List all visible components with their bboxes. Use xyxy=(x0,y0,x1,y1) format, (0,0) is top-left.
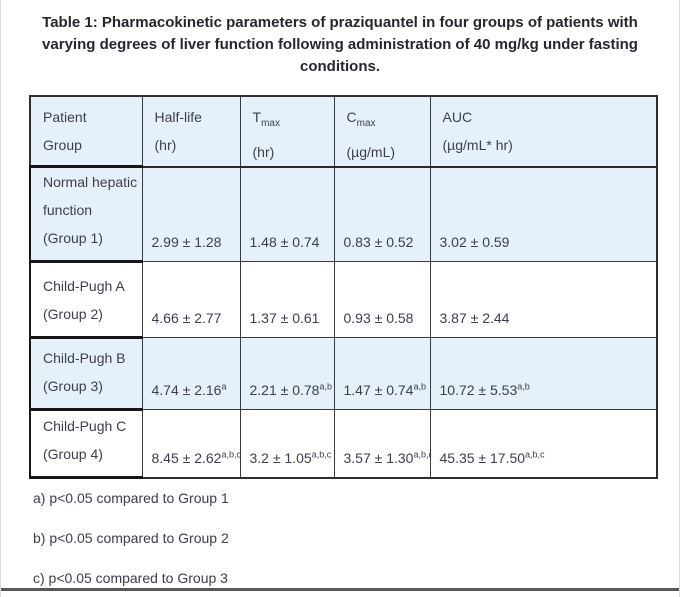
group-label-line: function xyxy=(43,202,93,219)
value-cell-cmax: 0.83 ± 0.52 xyxy=(333,166,431,263)
footnote-c: c) p<0.05 compared to Group 3 xyxy=(33,570,228,587)
significance-superscript: a,b,c xyxy=(311,449,332,460)
header-line2: (hr) xyxy=(252,143,275,160)
significance-superscript: a,b,c xyxy=(413,449,429,460)
value-cell-tmax: 1.48 ± 0.74 xyxy=(239,166,335,263)
header-line2: (hr) xyxy=(154,137,177,153)
value-cell-auc: 3.02 ± 0.59 xyxy=(429,166,658,263)
group-label-line: (Group 3) xyxy=(43,378,103,395)
pk-table: Patient Group Half-life (hr) Tmax (hr) C… xyxy=(29,95,658,480)
header-row: Patient Group Half-life (hr) Tmax (hr) C… xyxy=(29,95,658,168)
group-label-line: Normal hepatic xyxy=(43,174,138,191)
header-line1: Patient xyxy=(43,109,87,125)
footnote-a: a) p<0.05 compared to Group 1 xyxy=(33,490,229,507)
footnote-b: b) p<0.05 compared to Group 2 xyxy=(33,530,229,547)
header-cell-half-life: Half-life (hr) xyxy=(141,95,241,168)
header-line2: (µg/mL) xyxy=(346,143,396,160)
header-cell-auc: AUC (µg/mL* hr) xyxy=(429,95,658,168)
header-subscript: max xyxy=(261,117,280,129)
table-row-group3: Child-Pugh B (Group 3) 4.74 ± 2.16a 2.21… xyxy=(29,336,658,412)
group-label-cell: Child-Pugh A (Group 2) xyxy=(29,260,143,340)
group-label-line: Child-Pugh B xyxy=(43,350,126,367)
header-line1: AUC xyxy=(442,109,473,125)
header-cell-patient-group: Patient Group xyxy=(29,95,143,168)
group-label-cell: Normal hepatic function (Group 1) xyxy=(29,165,143,264)
value-cell-auc: 10.72 ± 5.53a,b xyxy=(429,337,658,411)
header-line1: C xyxy=(346,109,357,125)
significance-superscript: a,b xyxy=(517,381,530,392)
significance-superscript: a,b xyxy=(413,381,426,392)
group-label-line: Child-Pugh A xyxy=(43,278,125,295)
header-cell-cmax: Cmax (µg/mL) xyxy=(333,95,431,168)
value-cell-cmax: 1.47 ± 0.74a,b xyxy=(333,337,431,411)
value-cell-cmax: 3.57 ± 1.30a,b,c xyxy=(333,409,431,479)
table-row-group2: Child-Pugh A (Group 2) 4.66 ± 2.77 1.37 … xyxy=(29,260,658,340)
header-subscript: max xyxy=(356,117,376,129)
group-label-line: Child-Pugh C xyxy=(43,418,127,435)
significance-superscript: a xyxy=(221,381,227,392)
value-cell-half-life: 8.45 ± 2.62a,b,c xyxy=(141,409,241,479)
value-cell-half-life: 2.99 ± 1.28 xyxy=(141,166,241,263)
table-row-group4: Child-Pugh C (Group 4) 8.45 ± 2.62a,b,c … xyxy=(29,408,658,480)
group-label-line: (Group 1) xyxy=(43,230,103,247)
value-cell-tmax: 1.37 ± 0.61 xyxy=(239,261,335,339)
header-line1: Half-life xyxy=(154,109,202,125)
value-cell-tmax: 2.21 ± 0.78a,b xyxy=(239,337,335,411)
value-cell-cmax: 0.93 ± 0.58 xyxy=(333,261,431,339)
window-bottom-frame xyxy=(1,588,679,591)
table-caption: Table 1: Pharmacokinetic parameters of p… xyxy=(42,14,638,75)
value-cell-half-life: 4.74 ± 2.16a xyxy=(141,337,241,411)
header-line2: (µg/mL* hr) xyxy=(442,137,513,153)
header-cell-tmax: Tmax (hr) xyxy=(239,95,335,168)
group-label-line: (Group 4) xyxy=(43,446,103,463)
header-line1: T xyxy=(252,109,262,125)
header-line2: Group xyxy=(43,137,82,153)
group-label-line: (Group 2) xyxy=(43,306,103,323)
value-cell-tmax: 3.2 ± 1.05a,b,c xyxy=(239,409,335,479)
footnotes: a) p<0.05 compared to Group 1 b) p<0.05 … xyxy=(33,488,679,588)
value-cell-auc: 3.87 ± 2.44 xyxy=(429,261,658,339)
significance-superscript: a,b xyxy=(319,381,332,392)
table-row-group1: Normal hepatic function (Group 1) 2.99 ±… xyxy=(29,165,658,264)
value-cell-auc: 45.35 ± 17.50a,b,c xyxy=(429,409,658,479)
significance-superscript: a,b,c xyxy=(525,449,545,460)
value-cell-half-life: 4.66 ± 2.77 xyxy=(141,261,241,339)
significance-superscript: a,b,c xyxy=(221,449,240,460)
group-label-cell: Child-Pugh C (Group 4) xyxy=(29,408,143,480)
group-label-cell: Child-Pugh B (Group 3) xyxy=(29,336,143,412)
